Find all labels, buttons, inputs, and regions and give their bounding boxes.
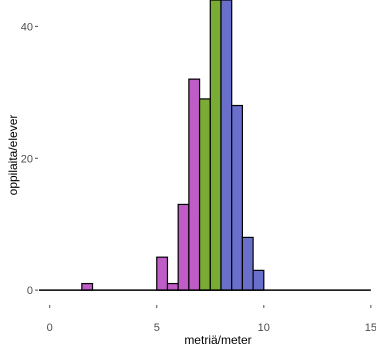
x-tick-label: 5 (154, 322, 160, 334)
histogram-bar (198, 98, 211, 291)
histogram-bar (209, 0, 222, 291)
y-tick-label: 40 (21, 21, 33, 33)
histogram-bar (81, 282, 94, 291)
y-axis: 0 20 40 (21, 21, 38, 297)
y-tick-label: 20 (21, 153, 33, 165)
y-tick-label: 0 (27, 285, 33, 297)
histogram-bar (220, 0, 233, 291)
y-axis-title: oppilaita/elever (6, 115, 20, 196)
x-axis: 0 5 10 15 (47, 305, 376, 334)
histogram-bar (166, 282, 179, 291)
histogram-bar (177, 203, 190, 291)
histogram-bar (156, 256, 169, 291)
x-axis-title: metriä/meter (184, 333, 251, 347)
x-tick-label: 0 (47, 322, 53, 334)
histogram-bar (241, 236, 254, 291)
bars-layer (81, 0, 265, 291)
x-tick-label: 10 (258, 322, 270, 334)
x-tick-label: 15 (365, 322, 376, 334)
histogram-bar (252, 269, 265, 291)
histogram-bar (188, 78, 201, 291)
histogram-bar (231, 104, 243, 291)
